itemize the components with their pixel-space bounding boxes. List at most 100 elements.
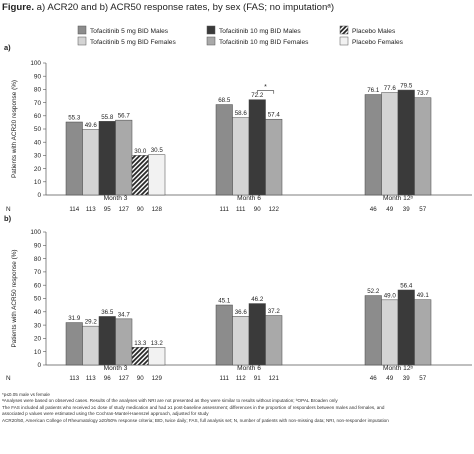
bar	[414, 299, 432, 366]
legend-label: Tofacitinib 5 mg BID Females	[90, 39, 176, 46]
figure-label: Figure.	[2, 2, 34, 13]
y-tick-label: 80	[34, 256, 42, 263]
y-tick-label: 60	[34, 282, 42, 289]
legend-label: Placebo Males	[352, 28, 396, 35]
y-tick-label: 40	[34, 309, 42, 316]
legend-swatch	[339, 25, 349, 35]
footnote-fas: The FAS included all patients who receiv…	[2, 404, 385, 410]
bar-n-label: 95	[104, 206, 111, 213]
bar-n-label: 121	[269, 375, 280, 382]
y-tick-label: 50	[34, 126, 42, 133]
bar-n-label: 90	[137, 206, 144, 213]
bar-n-label: 39	[403, 206, 410, 213]
bar-value-label: 29.2	[85, 319, 98, 326]
x-category-label: Month 6	[237, 195, 261, 202]
bar-n-label: 46	[370, 375, 377, 382]
legend-swatch	[339, 36, 349, 46]
bar	[65, 121, 83, 196]
bar	[265, 118, 283, 196]
footnotes: *p≤0.05 male vs female ᵃAnalyses were ba…	[2, 392, 472, 424]
y-tick-label: 90	[34, 243, 42, 250]
y-tick-label: 30	[34, 322, 42, 329]
legend-label: Tofacitinib 5 mg BID Males	[90, 28, 169, 35]
x-category-label: Month 3	[104, 195, 128, 202]
bar-n-label: 113	[69, 375, 79, 382]
bar-n-label: 111	[220, 375, 230, 382]
bar	[131, 155, 149, 196]
n-label: N	[6, 375, 11, 382]
bar-value-label: 46.2	[251, 296, 264, 303]
bar	[82, 129, 100, 196]
x-category-label: Month 12ᵇ	[383, 195, 413, 202]
bar-value-label: 49.6	[85, 122, 98, 129]
y-tick-label: 100	[30, 229, 41, 236]
bar-value-label: 72.2	[251, 92, 264, 99]
panel-label: a)	[4, 43, 11, 52]
bar-value-label: 73.7	[417, 90, 430, 97]
footnote-fas-cont: associated p values were estimated using…	[2, 411, 209, 417]
chart-panel-2: b) 0 10 20 30 40 50 60 70 80 90 100 Patients with AC…	[4, 214, 472, 382]
bar-value-label: 77.6	[384, 85, 397, 92]
legend-label: Tofacitinib 10 mg BID Males	[219, 28, 301, 35]
bar	[98, 121, 116, 196]
bar-value-label: 13.3	[134, 340, 147, 347]
bar-value-label: 30.0	[134, 148, 147, 155]
bar	[82, 325, 100, 366]
bar	[131, 347, 149, 366]
legend-swatch	[206, 36, 216, 46]
bar	[232, 316, 250, 366]
panel-label: b)	[4, 214, 12, 223]
bar	[65, 322, 83, 366]
y-tick-label: 0	[37, 192, 41, 199]
bar-value-label: 13.2	[151, 340, 164, 347]
bar-n-label: 49	[386, 206, 393, 213]
bar-value-label: 49.0	[384, 292, 397, 299]
n-label: N	[6, 206, 11, 213]
figure-chart: Tofacitinib 5 mg BID Males Tofacitinib 10…	[4, 25, 472, 382]
y-tick-label: 90	[34, 73, 42, 80]
bar-n-label: 111	[220, 206, 230, 213]
bar-value-label: 58.6	[235, 110, 248, 117]
bar	[215, 304, 233, 366]
y-axis-label: Patients with ACR20 response (%)	[11, 80, 18, 178]
y-tick-label: 20	[34, 166, 42, 173]
legend-label: Tofacitinib 10 mg BID Females	[219, 39, 309, 46]
footnote-significance: *p≤0.05 male vs female	[2, 392, 50, 397]
bar-n-label: 122	[269, 206, 280, 213]
bar-value-label: 57.4	[268, 112, 281, 119]
bar	[232, 117, 250, 196]
y-tick-label: 60	[34, 113, 42, 120]
bar-n-label: 96	[104, 375, 111, 382]
bar-value-label: 49.1	[417, 292, 430, 299]
y-tick-label: 70	[34, 269, 42, 276]
bar-n-label: 112	[236, 375, 246, 382]
y-tick-label: 0	[37, 362, 41, 369]
y-tick-label: 20	[34, 336, 42, 343]
x-category-label: Month 12ᵇ	[383, 365, 413, 372]
bar	[381, 299, 399, 366]
bar	[115, 119, 133, 196]
bar	[364, 295, 382, 366]
bar-value-label: 30.5	[151, 147, 164, 154]
bar-value-label: 52.2	[367, 288, 380, 295]
footnote-analysis: ᵃAnalyses were based on observed cases. …	[2, 398, 338, 404]
bar-n-label: 90	[254, 206, 261, 213]
bar-n-label: 57	[419, 206, 426, 213]
bar-n-label: 91	[254, 375, 261, 382]
bar-n-label: 111	[236, 206, 246, 213]
bar-value-label: 79.5	[400, 83, 413, 90]
figure-title-text: a) ACR20 and b) ACR50 response rates, by…	[36, 2, 335, 13]
chart-panel-1: a) 0 10 20 30 40 50 60 70 80 90 100 Patients with AC…	[4, 43, 472, 213]
legend-label: Placebo Females	[352, 39, 404, 46]
bar	[265, 315, 283, 366]
y-tick-label: 50	[34, 296, 42, 303]
bar-value-label: 55.8	[101, 114, 114, 121]
bar-value-label: 56.4	[400, 282, 413, 289]
bar	[397, 289, 415, 366]
bar-value-label: 55.3	[68, 115, 81, 122]
bar-value-label: 36.5	[101, 309, 114, 316]
bar-value-label: 68.5	[218, 97, 231, 104]
y-tick-label: 30	[34, 153, 42, 160]
bar	[414, 97, 432, 196]
bar-value-label: 36.6	[235, 309, 248, 316]
